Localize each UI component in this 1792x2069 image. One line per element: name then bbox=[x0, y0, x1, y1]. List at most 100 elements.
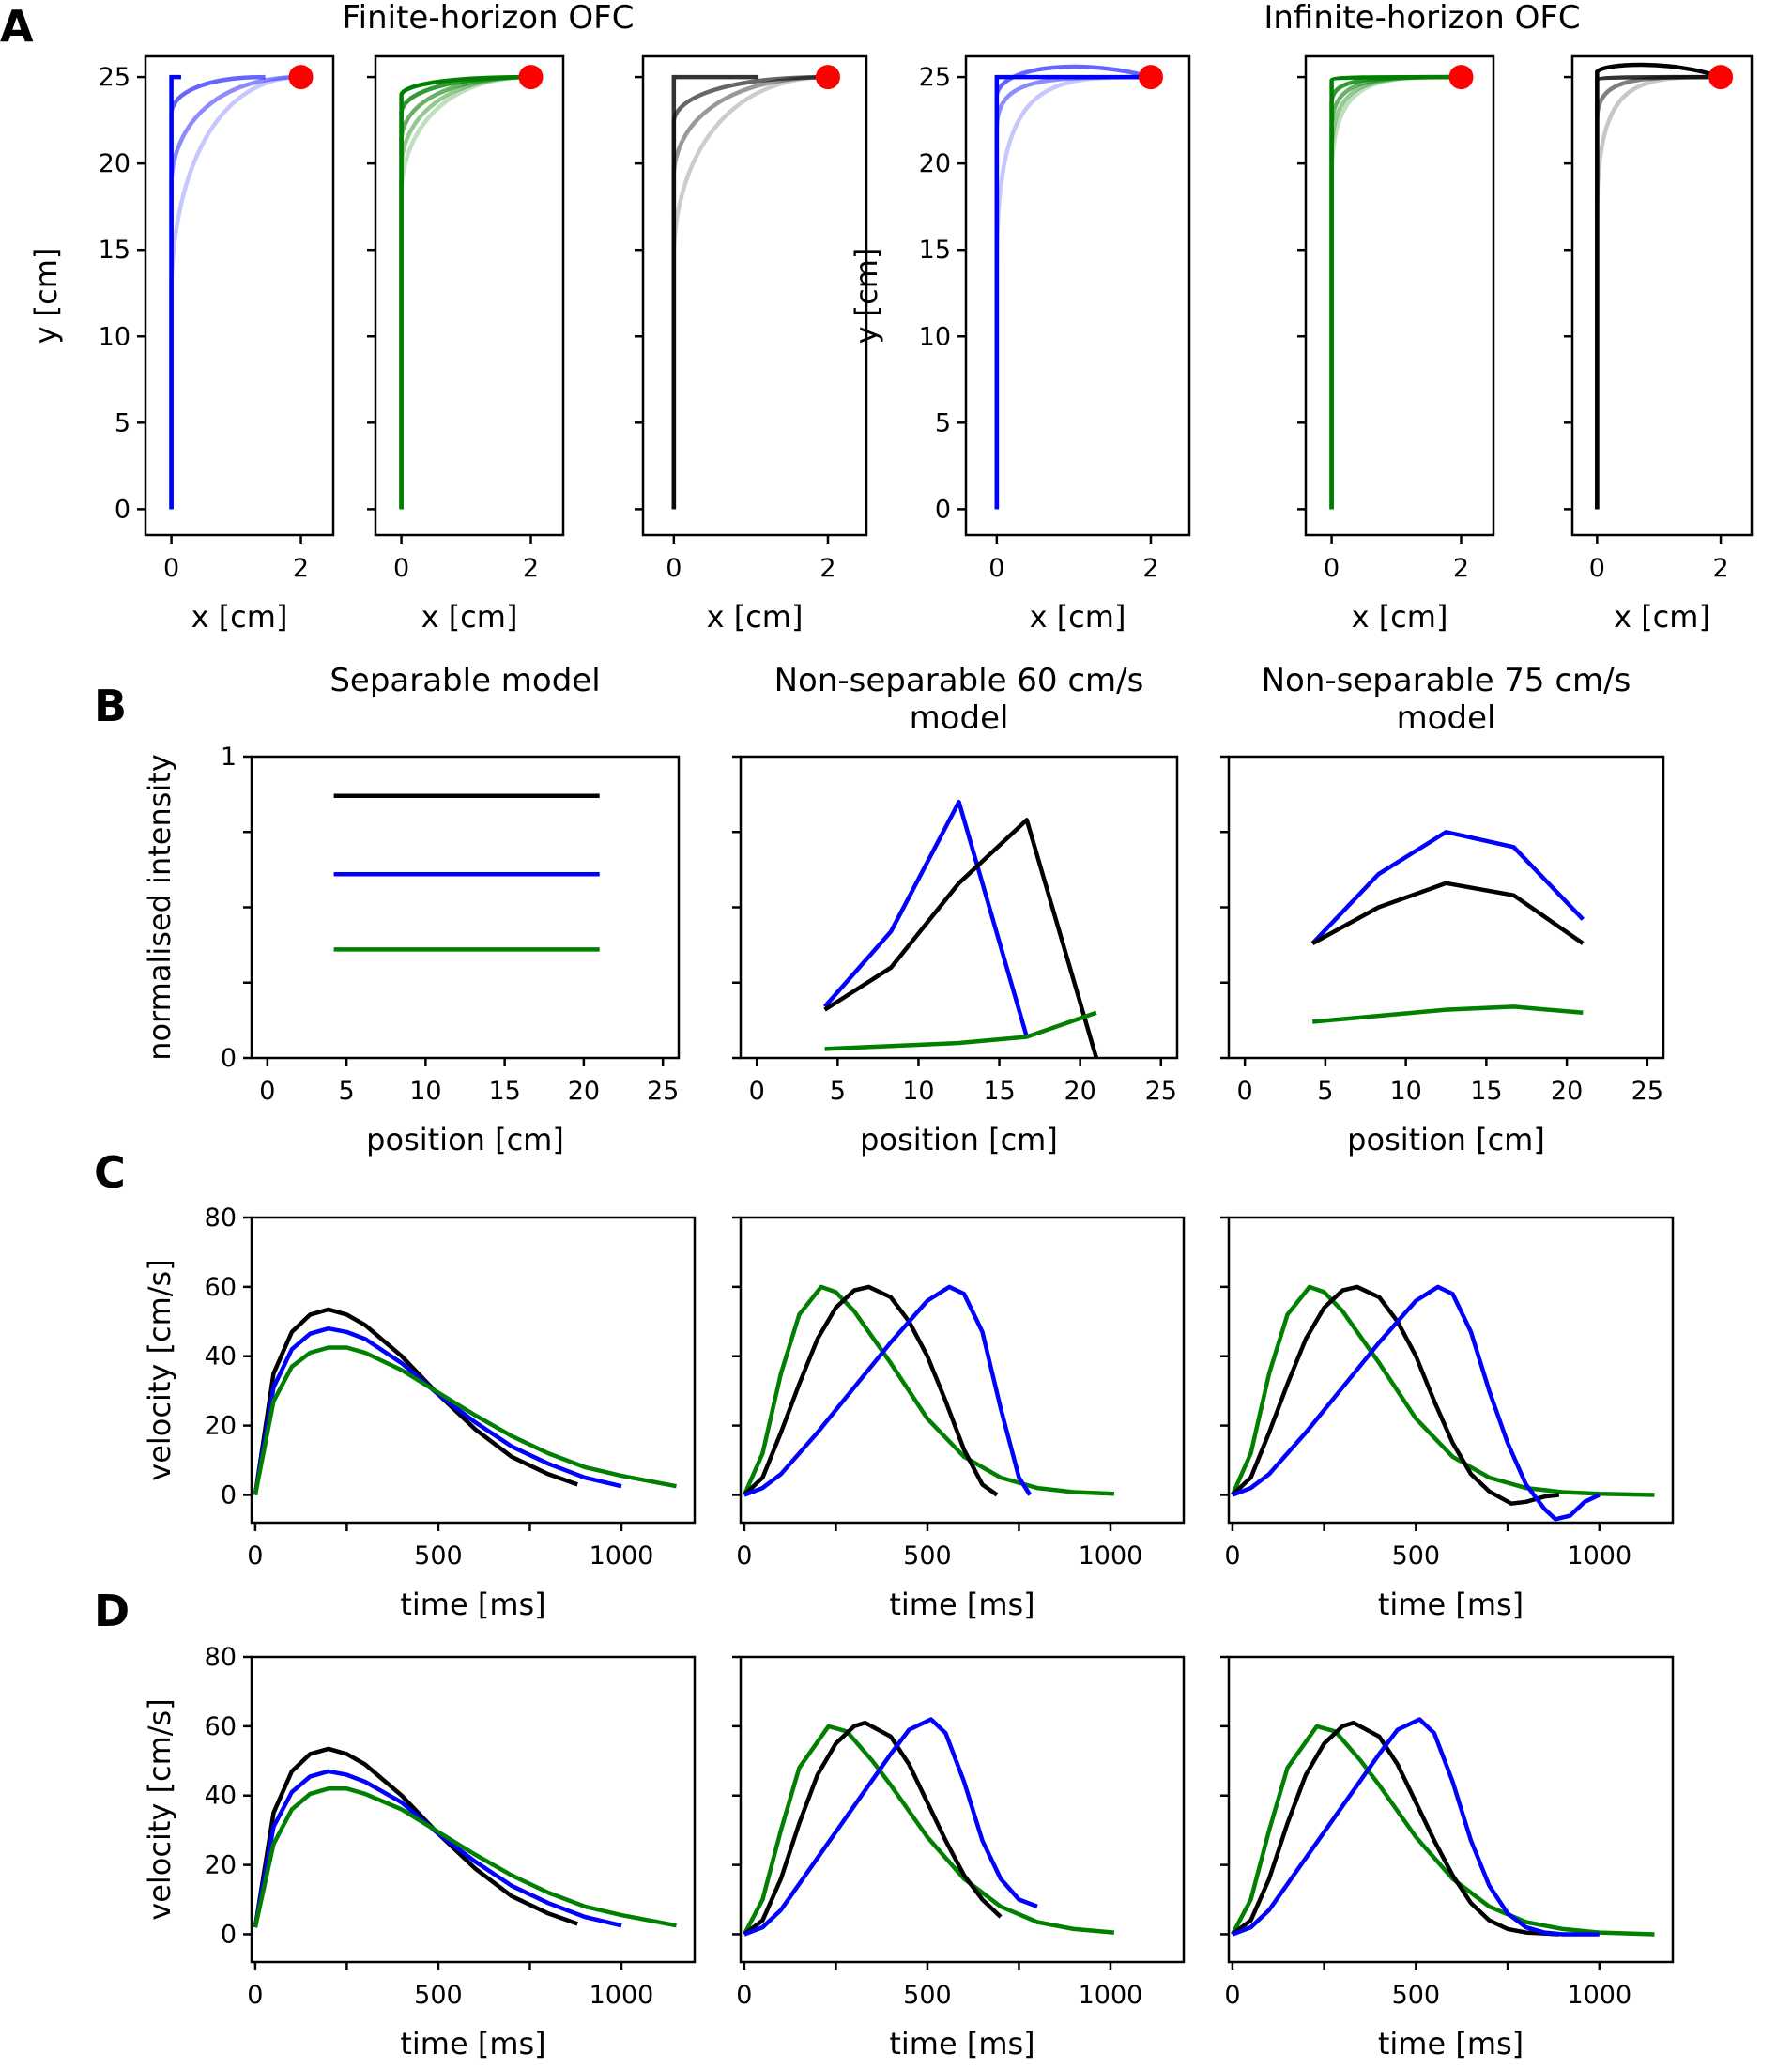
panel-c-xtick-label-0-0: 0 bbox=[247, 1541, 263, 1571]
panel-b-xtick-label-0-1: 5 bbox=[339, 1077, 355, 1106]
panel-a-ytick-label-3-3: 15 bbox=[919, 236, 951, 265]
panel-a-path-4-2 bbox=[1329, 74, 1462, 510]
panel-c-xtick-label-0-2: 1000 bbox=[590, 1541, 654, 1571]
panel-a-ytick-label-0-2: 10 bbox=[99, 322, 130, 351]
panel-a-ytick-label-3-1: 5 bbox=[935, 408, 951, 437]
panel-b-xtick-label-0-3: 15 bbox=[488, 1077, 520, 1106]
panel-d-series-black-0 bbox=[253, 1746, 578, 1928]
panel-d-xtick-label-0-2: 1000 bbox=[590, 1981, 654, 2010]
panel-a-frame-4 bbox=[1304, 54, 1495, 537]
panel-a-path-5-2 bbox=[1595, 74, 1722, 510]
panel-d-frame-0 bbox=[250, 1655, 697, 1964]
panel-d-subplot-1: 0 500 1000 time [ms] bbox=[732, 1655, 1186, 2061]
panel-a-path-2-0 bbox=[671, 74, 759, 510]
panel-d-subplot-0: 0 500 1000 0 20 40 60 80 time [ms] velocity [cm/s… bbox=[142, 1643, 697, 2061]
panel-c-series-blue-0 bbox=[253, 1326, 622, 1495]
panel-a-path-1-2 bbox=[399, 74, 531, 510]
panel-b-xtick-label-1-1: 5 bbox=[830, 1077, 846, 1106]
panel-d-series-green-0 bbox=[253, 1786, 677, 1928]
panel-a-ytick-label-0-0: 0 bbox=[115, 495, 130, 524]
panel-b-title-line-2-0: Non-separable 75 cm/s bbox=[1262, 662, 1631, 699]
panel-a-path-3-3 bbox=[994, 74, 1151, 510]
panel-a-subplot-4: 0 2x [cm] bbox=[1297, 54, 1495, 635]
panel-c-xtick-label-2-0: 0 bbox=[1224, 1541, 1240, 1571]
panel-a-ytick-label-0-5: 25 bbox=[99, 63, 130, 92]
panel-c-xtick-label-2-2: 1000 bbox=[1567, 1541, 1631, 1571]
panel-b-title-line-2-1: model bbox=[1397, 699, 1496, 737]
panel-c-subplot-2: 0 500 1000 time [ms] bbox=[1220, 1216, 1675, 1622]
panel-b-xtick-label-2-0: 0 bbox=[1237, 1077, 1253, 1106]
panel-c-xlabel-0: time [ms] bbox=[400, 1586, 545, 1622]
panel-b-frame-0 bbox=[250, 755, 681, 1060]
panel-label-a: A bbox=[0, 1, 34, 52]
panel-b-xlabel-2: position [cm] bbox=[1347, 1122, 1545, 1157]
panel-b-series-black-1 bbox=[823, 818, 1099, 1059]
panel-a-subplot-2: 0 2 x [cm] bbox=[635, 54, 868, 635]
panel-d-xtick-label-0-1: 500 bbox=[414, 1981, 463, 2010]
panel-b-subplot-1: 0 5 10 15 20 25 position [cm] Non-separable 60 … bbox=[732, 662, 1179, 1157]
panel-b-title-1: Non-separable 60 cm/s model bbox=[774, 662, 1144, 737]
panel-a-path-4-0 bbox=[1329, 74, 1462, 510]
panel-d-ytick-label-0-1: 20 bbox=[205, 1851, 237, 1880]
panel-a-ylabel-3: y [cm] bbox=[849, 248, 884, 345]
panel-b-xtick-label-2-3: 15 bbox=[1470, 1077, 1502, 1106]
panel-b-subplot-0: 0 5 10 15 20 25 0 1 position [cm] normalised inte… bbox=[142, 662, 681, 1157]
panel-a-subplot-5: 0 2x [cm] bbox=[1564, 54, 1754, 635]
panel-a-target-5 bbox=[1708, 65, 1734, 90]
panel-d-xtick-label-2-0: 0 bbox=[1224, 1981, 1240, 2010]
panel-b-xtick-label-2-5: 25 bbox=[1631, 1077, 1663, 1106]
panel-b-frame-2 bbox=[1227, 755, 1665, 1060]
panel-d-xlabel-0: time [ms] bbox=[400, 2026, 545, 2061]
panel-a-xlabel-0: x [cm] bbox=[191, 599, 288, 635]
panel-b-title-line-0-0: Separable model bbox=[329, 662, 600, 699]
panel-b-xlabel-1: position [cm] bbox=[860, 1122, 1058, 1157]
panel-a-xlabel-3: x [cm] bbox=[1030, 599, 1126, 635]
panel-c-xlabel-1: time [ms] bbox=[889, 1586, 1034, 1622]
panel-a-path-0-2 bbox=[169, 74, 301, 510]
panel-a-target-1 bbox=[518, 65, 544, 90]
panel-a-xtick-label-1-1: 2 bbox=[523, 554, 539, 583]
panel-b-series-green-2 bbox=[1311, 1004, 1584, 1024]
panel-a-frame-3 bbox=[964, 54, 1191, 537]
panel-b-series-blue-1 bbox=[822, 799, 1029, 1038]
panel-a-path-0-0 bbox=[169, 74, 181, 510]
panel-a-target-0 bbox=[288, 65, 314, 90]
panel-a-xtick-label-1-0: 0 bbox=[393, 554, 409, 583]
panel-a-xtick-label-4-0: 0 bbox=[1324, 554, 1340, 583]
panel-b-series-green-1 bbox=[824, 1010, 1097, 1051]
panel-c-xlabel-2: time [ms] bbox=[1378, 1586, 1524, 1622]
panel-b-xtick-label-0-5: 25 bbox=[647, 1077, 679, 1106]
panel-a-path-5-0 bbox=[1595, 62, 1722, 510]
panel-a-ytick-label-0-1: 5 bbox=[115, 408, 130, 437]
panel-c-series-black-1 bbox=[743, 1284, 999, 1497]
panel-a-xlabel-4: x [cm] bbox=[1352, 599, 1448, 635]
panel-a-path-2-3 bbox=[671, 74, 828, 510]
panel-a-ytick-label-0-4: 20 bbox=[99, 149, 130, 178]
panel-c-ytick-label-0-0: 0 bbox=[221, 1480, 237, 1510]
panel-b-xtick-label-2-1: 5 bbox=[1317, 1077, 1333, 1106]
panel-a-path-5-1 bbox=[1595, 74, 1722, 510]
panel-b-xtick-label-1-2: 10 bbox=[902, 1077, 934, 1106]
panel-a-path-3-2 bbox=[994, 74, 1151, 510]
panel-a-path-3-0 bbox=[994, 74, 1151, 510]
panel-d-ytick-label-0-4: 80 bbox=[205, 1643, 237, 1672]
panel-d-xtick-label-1-0: 0 bbox=[736, 1981, 752, 2010]
panel-c-ytick-label-0-2: 40 bbox=[205, 1342, 237, 1372]
panel-b-xtick-label-2-2: 10 bbox=[1389, 1077, 1421, 1106]
panel-b-series-blue-2 bbox=[1310, 830, 1585, 945]
panel-d-series-black-2 bbox=[1231, 1720, 1559, 1937]
panel-c-ytick-label-0-4: 80 bbox=[205, 1203, 237, 1233]
panel-a-path-0-3 bbox=[169, 74, 301, 510]
panel-a-xtick-label-5-0: 0 bbox=[1589, 554, 1605, 583]
panel-c-xtick-label-1-2: 1000 bbox=[1079, 1541, 1143, 1571]
panel-d-series-blue-1 bbox=[743, 1717, 1038, 1937]
panel-a-xtick-label-2-0: 0 bbox=[666, 554, 682, 583]
panel-a-target-4 bbox=[1448, 65, 1474, 90]
panel-d-series-blue-0 bbox=[253, 1769, 622, 1928]
panel-a-path-4-4 bbox=[1329, 74, 1462, 510]
panel-a-xtick-label-4-1: 2 bbox=[1453, 554, 1469, 583]
panel-c-frame-1 bbox=[739, 1216, 1186, 1525]
